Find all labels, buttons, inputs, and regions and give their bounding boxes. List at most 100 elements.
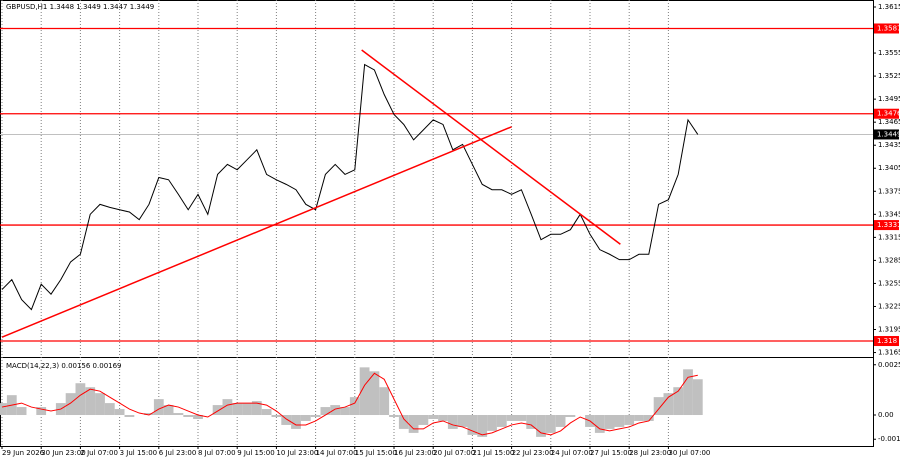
macd-bar [683,369,693,416]
level-label-box [874,108,899,119]
macd-bar [359,367,370,416]
macd-bar [124,415,135,417]
current-price-label: 1.3449 [877,130,900,138]
y-tick-label: 1.3495 [878,95,900,103]
macd-bar [692,379,703,416]
x-tick-label: 24 Jul 07:00 [551,449,593,457]
y-tick-label: 1.3255 [878,279,900,287]
macd-bar [261,409,272,416]
macd-bar [153,399,164,416]
x-tick-label: 16 Jul 23:00 [394,449,436,457]
macd-bar [555,415,566,427]
macd-bar [144,413,154,416]
macd-bar [673,387,684,416]
macd-bar [310,415,321,417]
macd-bar [398,415,409,429]
macd-bar [173,413,184,416]
macd-bar [614,415,625,427]
macd-bar [330,405,341,416]
macd-bar [16,407,27,416]
y-tick-label: 1.3555 [878,49,900,57]
x-tick-label: 15 Jul 15:00 [355,449,397,457]
macd-bar [271,415,282,417]
macd-bar [85,387,96,416]
y-tick-label: 1.3345 [878,210,900,218]
macd-bar [379,387,390,416]
plot-frame [0,0,874,447]
x-tick-label: 29 Jun 2026 [2,449,45,457]
level-label: 1.318 [877,337,897,345]
macd-bar [477,415,488,437]
macd-bar [438,415,448,421]
macd-bar [506,415,517,421]
y-tick-label: 1.3435 [878,141,900,149]
macd-bar [653,397,664,416]
y-tick-label: -0.00122 [878,435,900,443]
y-tick-label: 1.3195 [878,326,900,334]
macd-bar [95,393,105,416]
macd-bar [232,403,243,416]
macd-bar [349,397,360,416]
x-tick-label: 8 Jul 07:00 [198,449,236,457]
macd-bar [0,403,7,416]
level-label: 1.3587 [877,24,900,32]
x-tick-label: 3 Jul 15:00 [120,449,158,457]
trendline [1,126,512,338]
y-tick-label: 0.00253 [878,361,900,369]
macd-bar [65,393,76,416]
macd-bar [251,401,262,416]
x-tick-label: 6 Jul 23:00 [159,449,197,457]
x-tick-label: 20 Jul 07:00 [433,449,475,457]
macd-bar [408,415,419,433]
trendline [361,49,621,245]
macd-bar [163,405,174,416]
macd-bar [114,409,125,416]
macd-bar [300,415,311,421]
macd-bar [545,415,556,433]
macd-bar [369,371,380,416]
x-tick-label: 14 Jul 07:00 [316,449,358,457]
y-tick-label: 1.3375 [878,187,900,195]
macd-bar [418,415,429,425]
macd-bar [565,415,576,417]
y-tick-label: 1.3165 [878,349,900,357]
x-tick-label: 22 Jul 23:00 [512,449,554,457]
macd-bar [526,415,537,429]
macd-bar [604,415,615,429]
y-tick-label: 1.3225 [878,302,900,310]
x-tick-label: 30 Jun 23:00 [41,449,85,457]
macd-bar [447,415,458,429]
macd-bar [242,403,252,416]
macd-bar [389,415,399,417]
price-line [1,63,699,311]
macd-bar [212,405,223,416]
macd-bar [663,393,674,416]
macd-bar [624,415,635,425]
y-tick-label: 0.00 [878,411,894,419]
macd-bar [457,415,468,427]
x-tick-label: 28 Jul 23:00 [629,449,671,457]
macd-bar [594,415,605,433]
macd-bar [536,415,546,437]
x-tick-label: 10 Jul 23:00 [276,449,318,457]
macd-bar [320,407,331,416]
macd-bar [222,399,233,416]
y-tick-label: 1.3465 [878,118,900,126]
macd-bar [516,415,527,421]
y-tick-label: 1.3615 [878,3,900,11]
macd-bar [496,415,507,427]
macd-bar [193,415,203,419]
macd-bar [643,415,654,421]
macd-bar [36,407,47,416]
macd-bar [183,415,194,417]
macd-bar [281,415,292,425]
y-tick-label: 1.3405 [878,164,900,172]
level-label: 1.3476 [877,110,900,118]
x-tick-label: 27 Jul 15:00 [590,449,632,457]
level-label: 1.3331 [877,221,900,229]
macd-title: MACD(14,22,3) 0.00156 0.00169 [6,362,122,370]
macd-bar [428,415,439,419]
x-tick-label: 30 Jul 07:00 [668,449,710,457]
macd-bar [340,407,350,416]
